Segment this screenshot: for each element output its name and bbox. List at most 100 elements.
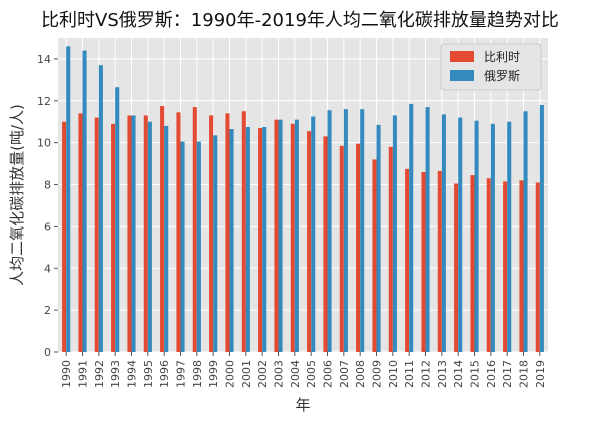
- y-tick-label: 10: [37, 137, 51, 150]
- y-tick-label: 4: [44, 262, 51, 275]
- x-tick-label: 2002: [256, 360, 269, 388]
- bar-belgium-2003: [274, 119, 279, 352]
- bar-belgium-2008: [356, 143, 361, 352]
- bar-belgium-2002: [258, 128, 263, 352]
- x-tick-label: 2017: [501, 360, 514, 388]
- bar-russia-2003: [278, 119, 283, 352]
- x-tick-label: 2019: [534, 360, 547, 388]
- bar-belgium-1996: [160, 106, 165, 352]
- x-tick-label: 1997: [175, 360, 188, 388]
- bar-russia-2016: [490, 123, 495, 352]
- x-tick-label: 2006: [322, 360, 335, 388]
- x-tick-label: 1999: [207, 360, 220, 388]
- x-tick-label: 1990: [60, 360, 73, 388]
- y-tick-label: 6: [44, 220, 51, 233]
- bar-belgium-2005: [307, 131, 312, 352]
- bar-russia-2013: [441, 114, 446, 352]
- bar-belgium-2015: [470, 175, 475, 352]
- y-tick-label: 12: [37, 95, 51, 108]
- bar-belgium-1991: [78, 113, 83, 352]
- bar-russia-2007: [343, 109, 348, 352]
- bar-russia-2019: [539, 104, 544, 353]
- x-tick-label: 1995: [142, 360, 155, 388]
- x-tick-label: 2016: [485, 360, 498, 388]
- x-tick-label: 2013: [436, 360, 449, 388]
- bar-belgium-2006: [323, 136, 328, 352]
- legend-swatch-belgium: [450, 51, 474, 62]
- x-tick-label: 2001: [240, 360, 253, 388]
- y-tick-label: 2: [44, 304, 51, 317]
- bar-belgium-2011: [405, 168, 410, 352]
- bar-belgium-1995: [143, 115, 148, 352]
- x-tick-label: 1994: [126, 360, 139, 388]
- x-tick-label: 1998: [191, 360, 204, 388]
- bar-russia-2008: [360, 109, 365, 352]
- bar-russia-1997: [180, 141, 185, 352]
- legend: 比利时 俄罗斯: [440, 43, 542, 91]
- y-tick-label: 0: [44, 346, 51, 359]
- bar-belgium-2010: [388, 146, 393, 352]
- bar-belgium-1994: [127, 115, 132, 352]
- bar-russia-2017: [507, 121, 512, 352]
- bar-belgium-2014: [454, 183, 459, 352]
- bars-group: [62, 46, 544, 353]
- bar-russia-2015: [474, 120, 479, 352]
- bar-belgium-2004: [290, 123, 295, 352]
- bar-belgium-2000: [225, 113, 230, 352]
- x-tick-label: 2012: [420, 360, 433, 388]
- legend-label-belgium: 比利时: [484, 50, 520, 64]
- x-tick-label: 1996: [158, 360, 171, 388]
- bar-russia-2005: [311, 116, 316, 352]
- x-axis-label: 年: [295, 396, 310, 414]
- chart-title: 比利时VS俄罗斯：1990年-2019年人均二氧化碳排放量趋势对比: [41, 10, 559, 31]
- x-tick-label: 2015: [469, 360, 482, 388]
- x-tick-label: 2004: [289, 360, 302, 388]
- bar-russia-1994: [131, 115, 136, 352]
- x-tick-label: 2011: [403, 360, 416, 388]
- bar-russia-1998: [196, 141, 201, 352]
- bar-belgium-2016: [486, 178, 491, 352]
- bar-russia-2009: [376, 124, 381, 353]
- bar-russia-2011: [409, 103, 414, 352]
- bar-russia-2012: [425, 107, 430, 352]
- bar-russia-2018: [523, 111, 528, 353]
- bar-belgium-2019: [535, 182, 540, 352]
- bar-russia-2001: [245, 126, 250, 352]
- x-tick-label: 2000: [224, 360, 237, 388]
- legend-label-russia: 俄罗斯: [484, 69, 520, 83]
- bar-russia-2006: [327, 110, 332, 352]
- y-tick-label: 8: [44, 179, 51, 192]
- bar-belgium-1998: [192, 107, 197, 352]
- x-tick-label: 2008: [354, 360, 367, 388]
- x-tick-label: 2014: [452, 360, 465, 388]
- x-tick-label: 2003: [273, 360, 286, 388]
- x-tick-label: 2018: [518, 360, 531, 388]
- bar-belgium-2018: [519, 180, 524, 352]
- bar-russia-2000: [229, 129, 234, 352]
- bar-russia-2002: [262, 126, 267, 352]
- y-axis-label: 人均二氧化碳排放量(吨/人): [8, 104, 26, 286]
- bar-belgium-2007: [339, 145, 344, 352]
- bar-russia-1995: [147, 121, 152, 352]
- bar-belgium-2001: [241, 111, 246, 353]
- bar-belgium-1997: [176, 112, 181, 352]
- bar-russia-1996: [164, 125, 169, 352]
- bar-russia-2010: [392, 115, 397, 352]
- bar-russia-1993: [115, 87, 120, 352]
- x-tick-label: 2007: [338, 360, 351, 388]
- x-tick-label: 1991: [77, 360, 90, 388]
- bar-russia-1992: [98, 65, 103, 353]
- bar-russia-1991: [82, 50, 87, 353]
- x-axis-ticks: 1990 1991 1992 1993 1994 1995 1996 1997 1998 1999…: [60, 352, 547, 388]
- bar-belgium-1999: [209, 115, 214, 352]
- y-axis-ticks: 0 2 4 6 8 10 12 14: [37, 53, 58, 359]
- legend-swatch-russia: [450, 70, 474, 81]
- bar-belgium-1993: [111, 123, 116, 352]
- bar-russia-1990: [66, 46, 71, 353]
- x-tick-label: 1993: [109, 360, 122, 388]
- bar-belgium-2013: [437, 170, 442, 352]
- bar-russia-2004: [294, 119, 299, 352]
- bar-russia-2014: [458, 117, 463, 352]
- x-tick-label: 1992: [93, 360, 106, 388]
